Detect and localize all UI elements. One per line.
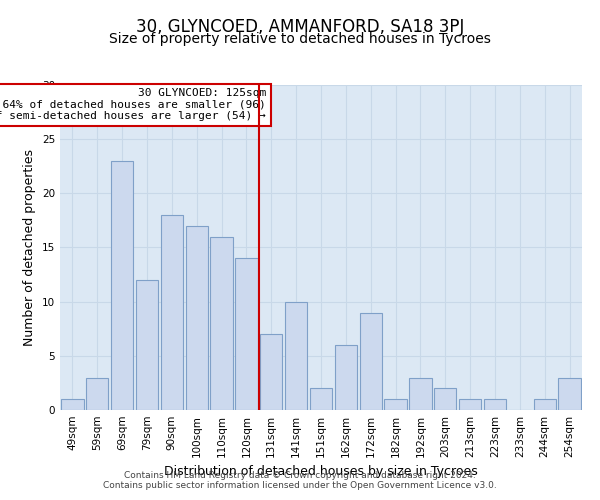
Bar	[235, 258, 257, 410]
Text: 30, GLYNCOED, AMMANFORD, SA18 3PJ: 30, GLYNCOED, AMMANFORD, SA18 3PJ	[136, 18, 464, 36]
Bar	[111, 161, 133, 410]
Bar	[385, 399, 407, 410]
Bar	[285, 302, 307, 410]
Bar	[459, 399, 481, 410]
Bar	[559, 378, 581, 410]
Bar	[161, 215, 183, 410]
Text: 30 GLYNCOED: 125sqm
← 64% of detached houses are smaller (96)
36% of semi-detach: 30 GLYNCOED: 125sqm ← 64% of detached ho…	[0, 88, 266, 122]
Text: Contains public sector information licensed under the Open Government Licence v3: Contains public sector information licen…	[103, 482, 497, 490]
Y-axis label: Number of detached properties: Number of detached properties	[23, 149, 37, 346]
Bar	[359, 312, 382, 410]
Bar	[211, 236, 233, 410]
Bar	[185, 226, 208, 410]
Bar	[260, 334, 283, 410]
Bar	[484, 399, 506, 410]
Text: Size of property relative to detached houses in Tycroes: Size of property relative to detached ho…	[109, 32, 491, 46]
Bar	[409, 378, 431, 410]
Bar	[335, 345, 357, 410]
Bar	[61, 399, 83, 410]
Bar	[136, 280, 158, 410]
Bar	[434, 388, 457, 410]
X-axis label: Distribution of detached houses by size in Tycroes: Distribution of detached houses by size …	[164, 466, 478, 478]
Text: Contains HM Land Registry data © Crown copyright and database right 2024.: Contains HM Land Registry data © Crown c…	[124, 472, 476, 480]
Bar	[533, 399, 556, 410]
Bar	[310, 388, 332, 410]
Bar	[86, 378, 109, 410]
